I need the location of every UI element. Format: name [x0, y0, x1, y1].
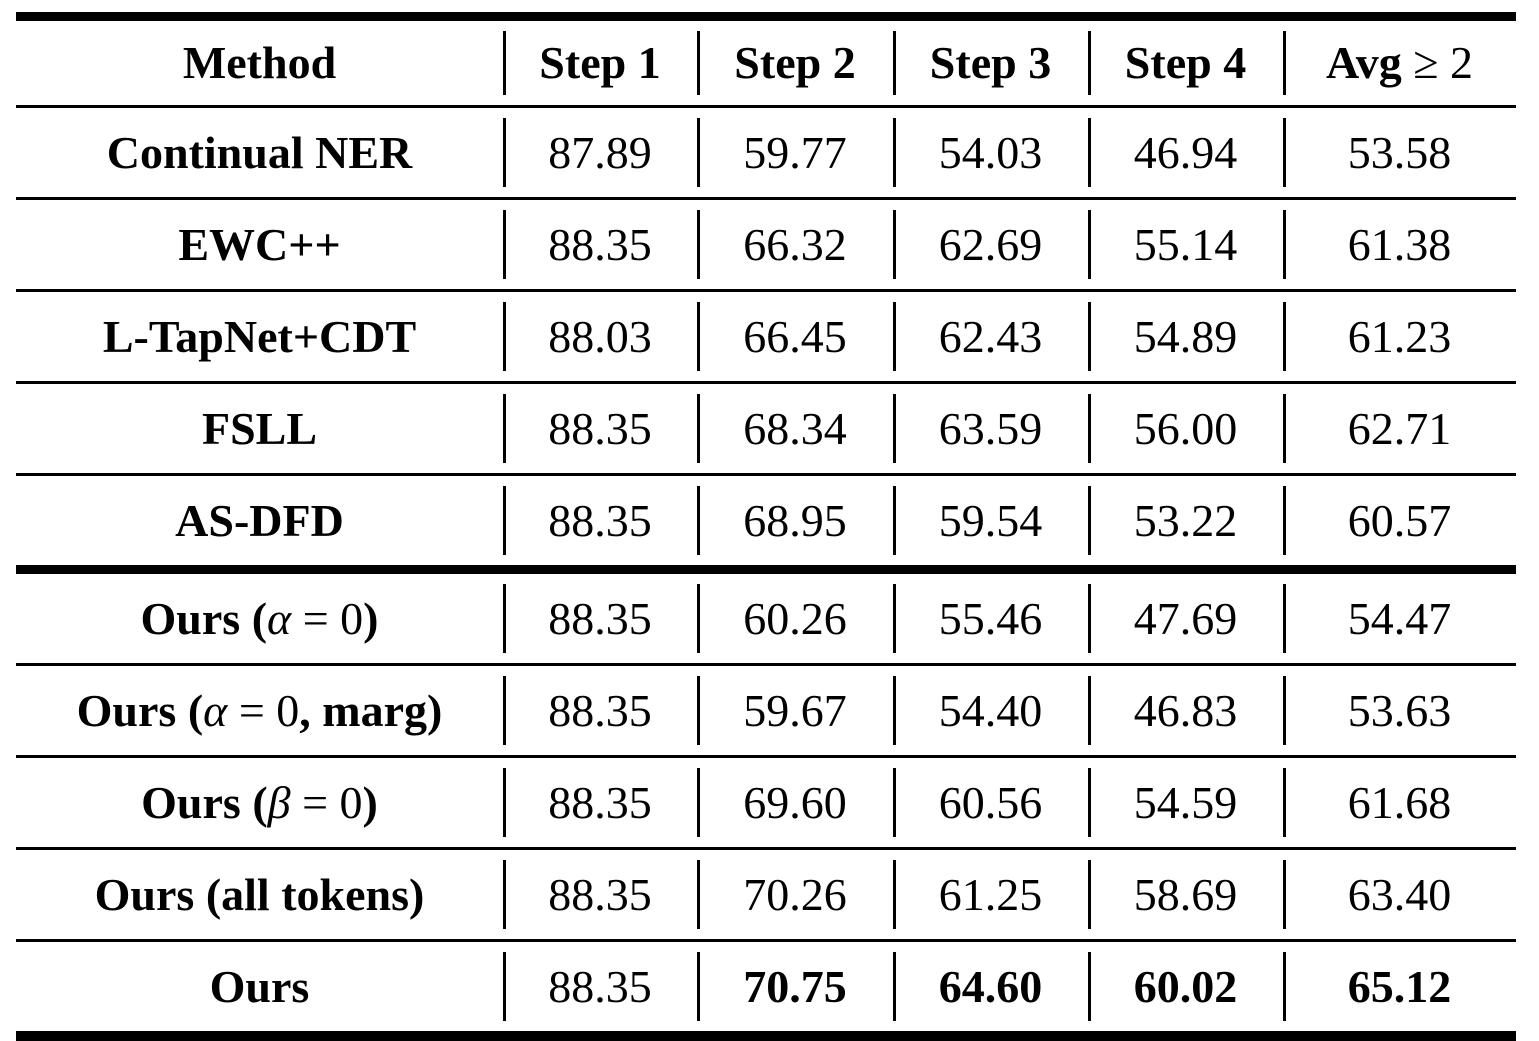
value-cell: 88.35 — [503, 200, 697, 292]
column-header-step1: Step 1 — [503, 21, 697, 108]
table-row-ours-beta0: Ours (β = 0) 88.35 69.60 60.56 54.59 61.… — [16, 758, 1516, 850]
value-cell: 59.67 — [697, 666, 893, 758]
method-cell: Ours (β = 0) — [16, 758, 503, 850]
value-cell: 62.71 — [1283, 384, 1516, 476]
value-cell: 62.69 — [893, 200, 1088, 292]
table-row-ours: Ours 88.35 70.75 64.60 60.02 65.12 — [16, 942, 1516, 1031]
value-cell: 88.03 — [503, 292, 697, 384]
method-cell: Ours (all tokens) — [16, 850, 503, 942]
value-cell: 54.40 — [893, 666, 1088, 758]
table-row-ltapnet: L-TapNet+CDT 88.03 66.45 62.43 54.89 61.… — [16, 292, 1516, 384]
table-row-fsll: FSLL 88.35 68.34 63.59 56.00 62.71 — [16, 384, 1516, 476]
value-cell: 53.63 — [1283, 666, 1516, 758]
value-cell: 62.43 — [893, 292, 1088, 384]
method-cell: Ours (α = 0, marg) — [16, 666, 503, 758]
method-cell: Ours — [209, 960, 310, 1012]
column-header-step2: Step 2 — [697, 21, 893, 108]
value-cell: 60.02 — [1088, 942, 1283, 1031]
method-cell: EWC++ — [16, 200, 503, 292]
value-cell: 70.26 — [697, 850, 893, 942]
value-cell: 61.68 — [1283, 758, 1516, 850]
value-cell: 88.35 — [503, 476, 697, 574]
value-cell: 47.69 — [1088, 574, 1283, 666]
value-cell: 66.45 — [697, 292, 893, 384]
value-cell: 55.14 — [1088, 200, 1283, 292]
value-cell: 60.57 — [1283, 476, 1516, 574]
value-cell: 61.38 — [1283, 200, 1516, 292]
value-cell: 63.59 — [893, 384, 1088, 476]
value-cell: 88.35 — [503, 942, 697, 1031]
method-cell: FSLL — [16, 384, 503, 476]
value-cell: 54.03 — [893, 108, 1088, 200]
method-cell: AS-DFD — [16, 476, 503, 574]
table-row-ours-alpha0: Ours (α = 0) 88.35 60.26 55.46 47.69 54.… — [16, 574, 1516, 666]
value-cell: 61.23 — [1283, 292, 1516, 384]
value-cell: 88.35 — [503, 850, 697, 942]
value-cell: 63.40 — [1283, 850, 1516, 942]
value-cell: 53.22 — [1088, 476, 1283, 574]
value-cell: 66.32 — [697, 200, 893, 292]
value-cell: 55.46 — [893, 574, 1088, 666]
column-header-step4: Step 4 — [1088, 21, 1283, 108]
table-row-asdfd: AS-DFD 88.35 68.95 59.54 53.22 60.57 — [16, 476, 1516, 574]
value-cell: 87.89 — [503, 108, 697, 200]
value-cell: 88.35 — [503, 758, 697, 850]
value-cell: 88.35 — [503, 384, 697, 476]
value-cell: 59.77 — [697, 108, 893, 200]
value-cell: 54.59 — [1088, 758, 1283, 850]
table-row-ours-alpha0-marg: Ours (α = 0, marg) 88.35 59.67 54.40 46.… — [16, 666, 1516, 758]
value-cell: 64.60 — [893, 942, 1088, 1031]
value-cell: 46.94 — [1088, 108, 1283, 200]
ablation-results-table: Method Step 1 Step 2 Step 3 Step 4 Avg ≥… — [16, 12, 1516, 1041]
column-header-method: Method — [16, 21, 503, 108]
column-header-avg: Avg ≥ 2 — [1283, 21, 1516, 108]
table-row-ours-all-tokens: Ours (all tokens) 88.35 70.26 61.25 58.6… — [16, 850, 1516, 942]
method-cell: Ours (α = 0) — [16, 574, 503, 666]
value-cell: 68.34 — [697, 384, 893, 476]
method-cell: L-TapNet+CDT — [16, 292, 503, 384]
header-row: Method Step 1 Step 2 Step 3 Step 4 Avg ≥… — [16, 21, 1516, 108]
value-cell: 56.00 — [1088, 384, 1283, 476]
value-cell: 46.83 — [1088, 666, 1283, 758]
table-row-ewc: EWC++ 88.35 66.32 62.69 55.14 61.38 — [16, 200, 1516, 292]
value-cell: 60.56 — [893, 758, 1088, 850]
value-cell: 58.69 — [1088, 850, 1283, 942]
table-row-continual-ner: Continual NER 87.89 59.77 54.03 46.94 53… — [16, 108, 1516, 200]
column-header-step3: Step 3 — [893, 21, 1088, 108]
value-cell: 68.95 — [697, 476, 893, 574]
value-cell: 61.25 — [893, 850, 1088, 942]
method-cell: Continual NER — [16, 108, 503, 200]
value-cell: 88.35 — [503, 574, 697, 666]
value-cell: 88.35 — [503, 666, 697, 758]
value-cell: 54.89 — [1088, 292, 1283, 384]
value-cell: 60.26 — [697, 574, 893, 666]
value-cell: 69.60 — [697, 758, 893, 850]
value-cell: 65.12 — [1283, 942, 1516, 1031]
value-cell: 54.47 — [1283, 574, 1516, 666]
value-cell: 53.58 — [1283, 108, 1516, 200]
value-cell: 70.75 — [697, 942, 893, 1031]
value-cell: 59.54 — [893, 476, 1088, 574]
